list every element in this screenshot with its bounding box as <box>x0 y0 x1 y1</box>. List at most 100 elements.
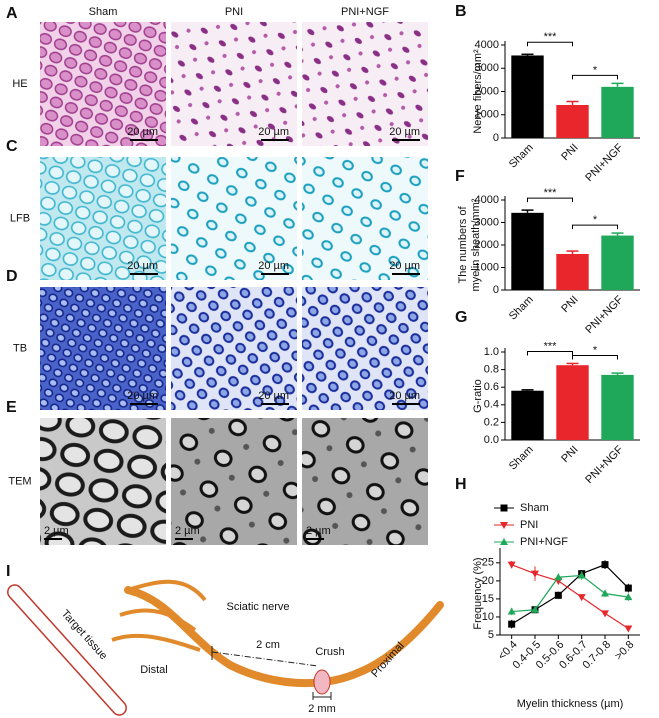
marker <box>507 561 516 569</box>
y-tick-label: 2000 <box>475 85 499 97</box>
row-label: TB <box>13 342 27 354</box>
marker <box>531 570 539 578</box>
series-line <box>511 574 629 613</box>
significance-label: *** <box>544 31 558 43</box>
micrograph <box>171 418 297 545</box>
y-tick-label: 1000 <box>475 261 499 273</box>
bar <box>556 254 589 290</box>
marker <box>554 591 562 599</box>
bar <box>511 212 544 290</box>
row-label: LFB <box>10 212 30 224</box>
panel-letter: G <box>455 309 467 326</box>
marker <box>624 584 632 592</box>
x-tick-label: >0.8 <box>613 639 637 663</box>
marker <box>508 620 516 628</box>
micrograph <box>302 418 428 545</box>
x-tick-label: PNI+NGF <box>583 443 626 486</box>
scale-bar-label: 2 µm <box>306 525 331 537</box>
nerve-diagram <box>7 579 444 716</box>
x-tick-label: PNI <box>559 294 580 315</box>
y-tick-label: 1.0 <box>484 346 499 358</box>
x-tick-label: PNI+NGF <box>583 141 626 184</box>
diagram-label: 2 mm <box>308 703 336 715</box>
marker <box>531 605 539 613</box>
panel-letter: I <box>6 563 10 580</box>
significance-label: * <box>593 64 598 76</box>
scale-bar-label: 2 µm <box>44 525 69 537</box>
y-tick-label: 0.6 <box>484 381 499 393</box>
diagram-label: Proximal <box>369 640 407 680</box>
x-axis-label: Myelin thickness (µm) <box>517 698 624 710</box>
y-tick-label: 4000 <box>475 39 499 51</box>
x-tick-label: PNI <box>559 444 580 465</box>
diagram-label: Sciatic nerve <box>227 601 290 613</box>
marker <box>577 571 586 579</box>
panel-letter: E <box>6 399 17 416</box>
scale-bar-label: 20 µm <box>127 390 158 402</box>
y-tick-label: 0 <box>493 284 499 296</box>
scale-bar-label: 20 µm <box>127 260 158 272</box>
bar <box>511 55 544 138</box>
marker <box>554 573 563 581</box>
marker <box>577 594 586 602</box>
panel-letter: F <box>455 168 465 185</box>
scale-bar-label: 20 µm <box>389 390 420 402</box>
x-tick-label: Sham <box>507 142 536 171</box>
legend-label: PNI <box>520 519 538 531</box>
bar <box>556 365 589 440</box>
marker <box>601 610 609 618</box>
scale-bar-label: 20 µm <box>389 126 420 138</box>
marker <box>507 607 516 615</box>
y-tick-label: 1000 <box>475 109 499 121</box>
x-tick-label: Sham <box>507 294 536 323</box>
significance-bracket <box>527 350 573 356</box>
y-tick-label: 0 <box>493 132 499 144</box>
series-line <box>511 563 629 625</box>
scale-bar-label: 20 µm <box>258 126 289 138</box>
panel-letter: C <box>6 138 18 155</box>
row-label: TEM <box>8 475 31 487</box>
panel-letter: B <box>455 3 467 20</box>
micrograph <box>302 157 428 280</box>
diagram-label: Distal <box>140 664 168 676</box>
scale-bar-label: 2 µm <box>175 525 200 537</box>
bar <box>601 374 634 440</box>
x-tick-label: PNI+NGF <box>583 293 626 336</box>
y-axis-label: Nerve fibers/mm² <box>472 49 484 134</box>
y-axis-label: myelin sheath/mm² <box>470 198 482 291</box>
y-axis-label: G-ratio <box>472 379 484 413</box>
row-label: HE <box>12 78 27 90</box>
panel-letter: D <box>6 268 18 285</box>
scale-bar-label: 20 µm <box>258 260 289 272</box>
diagram-label: 2 cm <box>256 639 280 651</box>
y-tick-label: 10 <box>482 611 494 623</box>
y-tick-label: 2000 <box>475 239 499 251</box>
diagram-label: Crush <box>315 646 344 658</box>
micrograph <box>40 418 166 545</box>
column-header: PNI <box>225 6 243 18</box>
micrograph <box>171 287 297 410</box>
micrograph <box>171 22 297 146</box>
panel-letter: H <box>455 476 467 493</box>
x-tick-label: PNI <box>559 142 580 163</box>
micrograph <box>302 22 428 146</box>
y-tick-label: 0.2 <box>484 416 499 428</box>
bar <box>601 235 634 290</box>
y-tick-label: 0.8 <box>484 364 499 376</box>
series-line <box>511 564 629 630</box>
significance-label: *** <box>544 187 558 199</box>
y-tick-label: 20 <box>482 575 494 587</box>
y-axis-label: Frequency (%) <box>472 557 484 629</box>
significance-bracket <box>572 224 618 230</box>
marker <box>601 589 609 597</box>
y-tick-label: 0.0 <box>484 434 499 446</box>
significance-label: * <box>593 344 598 356</box>
y-tick-label: 15 <box>482 593 494 605</box>
y-tick-label: 5 <box>488 629 494 641</box>
column-header: PNI+NGF <box>341 6 389 18</box>
scale-bar-label: 20 µm <box>389 260 420 272</box>
micrograph <box>40 287 166 410</box>
panel-letter: A <box>6 5 18 22</box>
bar <box>556 104 589 138</box>
